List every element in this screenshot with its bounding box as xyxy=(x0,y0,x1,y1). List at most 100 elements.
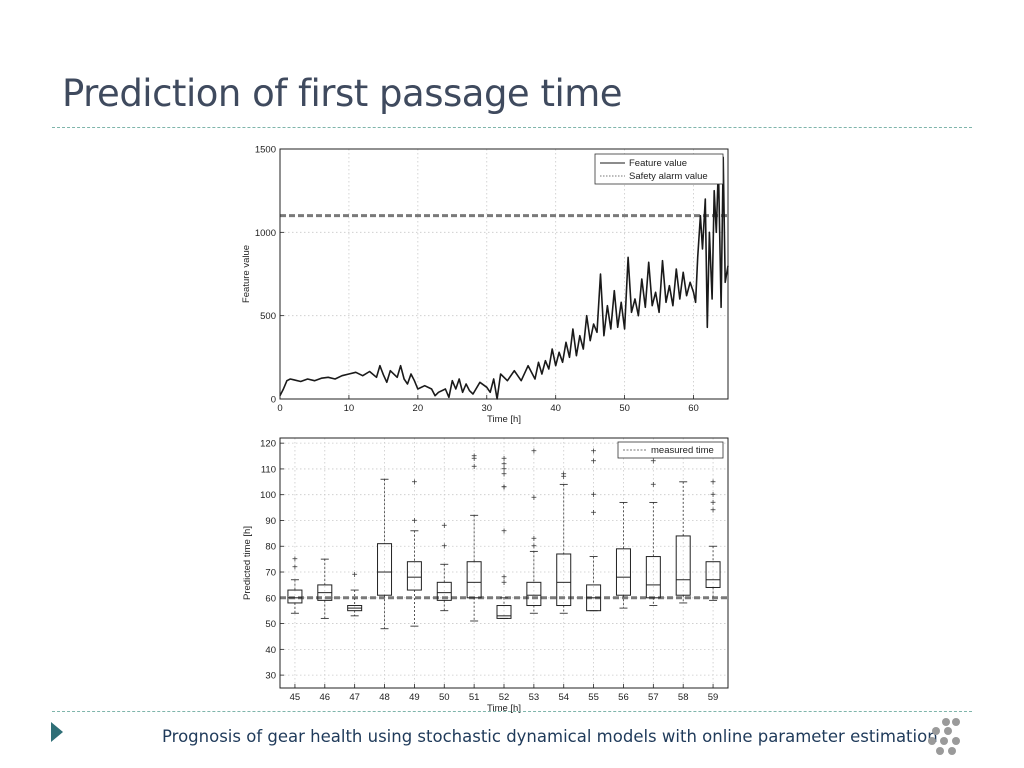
x-tick-label: 51 xyxy=(469,692,480,703)
box-50: ++ xyxy=(436,521,452,612)
x-tick-label: 20 xyxy=(413,403,424,414)
outlier-marker: + xyxy=(531,493,537,504)
outlier-marker: + xyxy=(471,454,477,465)
y-axis-label: Predicted time [h] xyxy=(242,526,253,600)
outlier-marker: + xyxy=(710,498,716,509)
box-iqr xyxy=(406,561,422,591)
outlier-marker: + xyxy=(561,472,567,483)
box-iqr xyxy=(645,556,661,599)
x-tick-label: 55 xyxy=(588,692,599,703)
x-tick-label: 45 xyxy=(290,692,301,703)
box-46 xyxy=(317,558,333,619)
box-45: ++ xyxy=(287,555,303,614)
outlier-marker: + xyxy=(441,542,447,553)
y-tick-label: 60 xyxy=(265,593,276,604)
x-tick-label: 58 xyxy=(678,692,689,703)
legend-label: Feature value xyxy=(629,158,687,169)
box-iqr xyxy=(705,561,721,588)
plot-frame xyxy=(279,148,729,400)
box-iqr xyxy=(436,581,452,601)
outlier-marker: + xyxy=(531,542,537,553)
outlier-marker: + xyxy=(591,457,597,468)
x-tick-label: 57 xyxy=(648,692,659,703)
footer-caption: Prognosis of gear health using stochasti… xyxy=(162,727,938,746)
y-tick-label: 50 xyxy=(265,619,276,630)
outlier-marker: + xyxy=(411,516,417,527)
x-tick-label: 49 xyxy=(409,692,420,703)
box-iqr xyxy=(287,589,303,604)
outlier-marker: + xyxy=(501,482,507,493)
dot-cluster-logo xyxy=(928,718,960,755)
outlier-marker: + xyxy=(650,480,656,491)
x-tick-label: 52 xyxy=(499,692,510,703)
x-tick-label: 48 xyxy=(379,692,390,703)
box-iqr xyxy=(675,535,691,596)
outlier-marker: + xyxy=(591,490,597,501)
outlier-marker: + xyxy=(561,470,567,481)
box-iqr xyxy=(496,605,512,619)
outlier-marker: + xyxy=(710,490,716,501)
legend-label: Safety alarm value xyxy=(629,171,708,182)
outlier-marker: + xyxy=(441,521,447,532)
box-iqr xyxy=(526,581,542,607)
outlier-marker: + xyxy=(501,464,507,475)
x-tick-label: 56 xyxy=(618,692,629,703)
outlier-marker: + xyxy=(650,457,656,468)
outlier-marker: + xyxy=(471,452,477,463)
y-tick-label: 1000 xyxy=(255,228,276,239)
x-tick-label: 53 xyxy=(529,692,540,703)
x-tick-label: 10 xyxy=(344,403,355,414)
outlier-marker: + xyxy=(501,459,507,470)
y-tick-label: 120 xyxy=(260,439,276,450)
box-47: + xyxy=(347,570,363,617)
box-53: ++++ xyxy=(526,446,542,614)
y-tick-label: 500 xyxy=(260,311,276,322)
outlier-marker: + xyxy=(591,446,597,457)
box-51: +++ xyxy=(466,452,482,622)
y-tick-label: 100 xyxy=(260,490,276,501)
outlier-marker: + xyxy=(352,570,358,581)
x-tick-label: 47 xyxy=(349,692,360,703)
triangle-right-icon[interactable] xyxy=(51,722,63,742)
box-57: ++ xyxy=(645,457,661,606)
outlier-marker: + xyxy=(531,534,537,545)
outlier-marker: + xyxy=(501,482,507,493)
outlier-marker: + xyxy=(501,573,507,584)
x-tick-label: 50 xyxy=(439,692,450,703)
x-tick-label: 50 xyxy=(619,403,630,414)
footer-divider xyxy=(52,711,972,712)
legend-label: measured time xyxy=(651,445,714,456)
predicted-time-boxplot: 30 40 50 60 70 80 90 100 110 120 45 46 47 48 49 50 51 52 5… xyxy=(242,437,729,714)
outlier-marker: + xyxy=(292,555,298,566)
outlier-marker: + xyxy=(471,462,477,473)
box-54: ++ xyxy=(556,470,572,614)
box-iqr xyxy=(466,561,482,599)
outlier-marker: + xyxy=(501,470,507,481)
x-tick-label: 54 xyxy=(558,692,569,703)
y-tick-label: 70 xyxy=(265,568,276,579)
outlier-marker: + xyxy=(501,526,507,537)
outlier-marker: + xyxy=(501,454,507,465)
plot-frame xyxy=(279,437,729,689)
y-axis-label: Feature value xyxy=(241,245,252,303)
plot-area xyxy=(280,149,728,399)
outlier-marker: + xyxy=(710,506,716,517)
outlier-marker: + xyxy=(501,578,507,589)
y-tick-label: 40 xyxy=(265,645,276,656)
x-tick-label: 59 xyxy=(708,692,719,703)
legend-box xyxy=(617,441,724,459)
outlier-marker: + xyxy=(710,477,716,488)
x-tick-label: 60 xyxy=(688,403,699,414)
box-56 xyxy=(615,501,631,609)
x-axis-label: Time [h] xyxy=(487,414,521,425)
box-49: ++ xyxy=(406,477,422,627)
y-tick-label: 30 xyxy=(265,671,276,682)
legend: measured time xyxy=(617,441,724,459)
y-tick-label: 110 xyxy=(261,464,276,475)
box-59: ++++ xyxy=(705,477,721,601)
legend: Feature value Safety alarm value xyxy=(594,153,724,185)
header-divider xyxy=(52,127,972,128)
x-tick-label: 30 xyxy=(481,403,492,414)
x-tick-label: 40 xyxy=(550,403,561,414)
box-iqr xyxy=(615,548,631,596)
